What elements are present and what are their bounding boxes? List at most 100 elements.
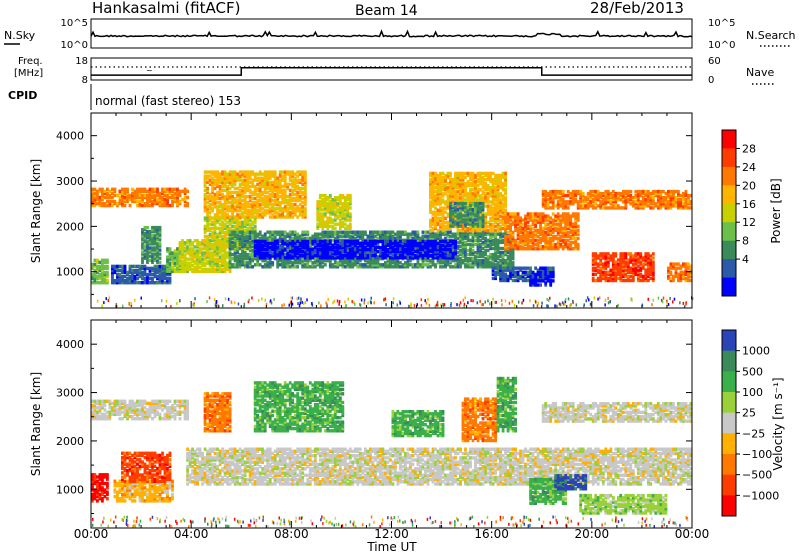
power-cell [281, 174, 285, 178]
power-cell [248, 240, 252, 245]
power-cell [464, 181, 467, 186]
power-cell [416, 230, 420, 234]
power-cell [218, 238, 222, 243]
power-cell [221, 207, 224, 211]
power-cell [256, 203, 260, 207]
power-cell [466, 173, 470, 178]
power-cell [439, 210, 442, 214]
power-cell [501, 198, 505, 202]
power-cell [218, 205, 222, 209]
power-cell [208, 170, 212, 174]
power-cell [318, 206, 322, 210]
power-cell [469, 248, 472, 253]
power-cell [459, 261, 462, 265]
power-cell [449, 190, 452, 194]
power-cell [236, 192, 239, 197]
power-cell [333, 239, 337, 244]
power-cell [348, 222, 352, 226]
power-cell [404, 232, 407, 236]
power-cell [323, 224, 327, 228]
power-cell [133, 274, 137, 279]
power-cell [243, 201, 247, 205]
power-cell [203, 176, 207, 180]
power-cell [491, 192, 495, 196]
power-cell [489, 210, 492, 214]
power-cell [198, 265, 202, 269]
power-cell [303, 209, 307, 213]
power-cell [499, 204, 502, 208]
power-cell [484, 259, 487, 263]
power-cell [281, 239, 285, 244]
power-cell [296, 242, 300, 247]
power-cell [479, 212, 482, 216]
power-cell [226, 198, 229, 203]
power-cell [138, 264, 142, 269]
power-cell [409, 234, 412, 238]
power-cell [328, 263, 332, 267]
power-cell [226, 240, 229, 245]
power-cell [328, 254, 332, 258]
power-cell [446, 194, 450, 198]
power-cell [496, 188, 500, 192]
power-cell [128, 195, 132, 200]
power-cell [278, 254, 282, 258]
power-cell [203, 245, 207, 249]
power-cell [494, 188, 497, 192]
power-cell [316, 243, 320, 248]
power-cell [439, 261, 442, 265]
power-cell [338, 222, 342, 226]
power-cell [384, 236, 387, 240]
power-cell [218, 228, 222, 232]
power-cell [288, 250, 292, 254]
power-cell [228, 250, 232, 255]
noise-panel-frame [90, 18, 693, 49]
power-cell [266, 243, 270, 248]
power-cell [296, 190, 300, 195]
power-cell [469, 238, 472, 242]
power-cell [218, 176, 222, 180]
power-cell [166, 272, 169, 277]
power-cell [188, 249, 192, 253]
power-cell [486, 188, 490, 192]
power-cell [336, 204, 340, 208]
power-cell [326, 245, 330, 250]
power-cell [306, 261, 310, 265]
power-cell [211, 269, 214, 274]
power-cell [228, 180, 232, 184]
power-cell [494, 186, 497, 190]
power-cell [298, 196, 302, 201]
power-cell [338, 206, 342, 210]
power-cell [206, 196, 209, 201]
power-cell [238, 261, 242, 265]
power-cell [306, 263, 310, 267]
power-cell [494, 190, 497, 194]
power-cell [436, 216, 440, 220]
power-cell [243, 174, 247, 178]
power-cell [96, 258, 99, 262]
power-cell [228, 222, 232, 226]
power-cell [449, 230, 452, 234]
power-cell [218, 267, 222, 271]
power-cell [168, 249, 172, 253]
power-cell [431, 247, 435, 252]
power-cell [346, 245, 350, 250]
power-cell [439, 206, 442, 210]
power-cell [321, 234, 325, 238]
power-cell [369, 243, 372, 248]
power-cell [136, 276, 139, 281]
power-cell [444, 216, 447, 220]
power-cell [258, 190, 262, 195]
power-cell [419, 238, 422, 242]
power-cell [211, 182, 214, 186]
power-cell [471, 252, 475, 257]
power-cell [494, 248, 497, 253]
power-cell [336, 239, 340, 244]
power-cell [494, 202, 497, 206]
power-cell [346, 256, 350, 260]
power-cell [491, 196, 495, 200]
power-cell [356, 241, 360, 246]
power-cell [364, 232, 367, 236]
power-cell [251, 205, 255, 209]
power-cell [404, 261, 407, 265]
power-cell [306, 243, 310, 248]
